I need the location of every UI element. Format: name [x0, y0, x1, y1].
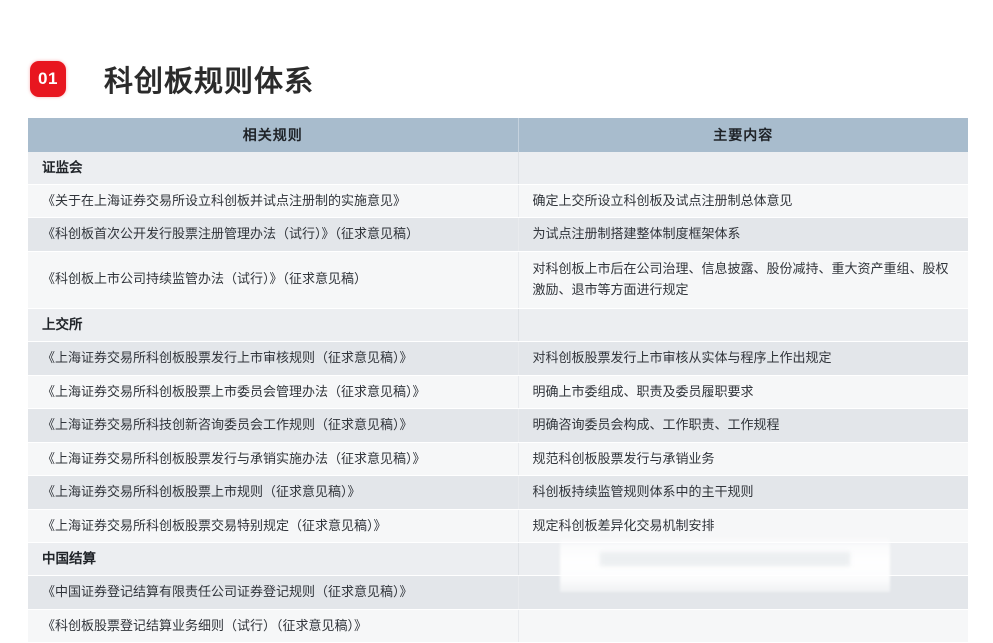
section-label: 证监会 [28, 152, 519, 185]
table-row: 《科创板上市公司持续监管办法（试行）》（征求意见稿） 对科创板上市后在公司治理、信… [28, 251, 968, 310]
rule-content-cell: 规范科创板股票发行与承销业务 [518, 442, 968, 477]
rule-content-cell: 明确咨询委员会构成、工作职责、工作规程 [518, 408, 968, 443]
rule-name-cell: 《上海证券交易所科创板股票发行与承销实施办法（征求意见稿）》 [28, 442, 519, 477]
rule-name-cell: 《关于在上海证券交易所设立科创板并试点注册制的实施意见》 [28, 184, 519, 219]
table-row: 《上海证券交易所科创板股票上市委员会管理办法（征求意见稿）》 明确上市委组成、职责… [28, 375, 968, 410]
rule-content-cell: 对科创板上市后在公司治理、信息披露、股份减持、重大资产重组、股权激励、退市等方面… [518, 251, 968, 310]
rule-content-cell [518, 575, 968, 610]
section-label: 中国结算 [28, 542, 519, 577]
rule-name-cell: 《上海证券交易所科创板股票上市规则（征求意见稿）》 [28, 475, 519, 510]
rule-content-cell: 明确上市委组成、职责及委员履职要求 [518, 375, 968, 410]
table-row: 《中国证券登记结算有限责任公司证券登记规则（征求意见稿）》 [28, 575, 968, 610]
column-header-content: 主要内容 [518, 118, 968, 152]
rule-content-cell: 规定科创板差异化交易机制安排 [518, 509, 968, 544]
section-number-badge: 01 [30, 61, 66, 97]
table-row: 《上海证券交易所科技创新咨询委员会工作规则（征求意见稿）》 明确咨询委员会构成、工… [28, 408, 968, 443]
rule-name-cell: 《上海证券交易所科创板股票发行上市审核规则（征求意见稿）》 [28, 341, 519, 376]
section-spacer-cell [518, 542, 968, 577]
rule-name-cell: 《上海证券交易所科技创新咨询委员会工作规则（征求意见稿）》 [28, 408, 519, 443]
rule-name-cell: 《上海证券交易所科创板股票交易特别规定（征求意见稿）》 [28, 509, 519, 544]
rule-name-cell: 《科创板股票登记结算业务细则（试行）（征求意见稿）》 [28, 609, 519, 643]
table-row: 《上海证券交易所科创板股票发行上市审核规则（征求意见稿）》 对科创板股票发行上市审… [28, 341, 968, 376]
table-body: 证监会 《关于在上海证券交易所设立科创板并试点注册制的实施意见》 确定上交所设立科创… [28, 152, 968, 643]
table-row: 《上海证券交易所科创板股票交易特别规定（征求意见稿）》 规定科创板差异化交易机制安… [28, 509, 968, 544]
rules-table-container: 相关规则 主要内容 证监会 《关于在上海证券交易所设立科创板并试点注册制的实施意见… [28, 118, 968, 643]
rules-table: 相关规则 主要内容 证监会 《关于在上海证券交易所设立科创板并试点注册制的实施意见… [28, 118, 968, 643]
table-row: 《科创板首次公开发行股票注册管理办法（试行）》（征求意见稿） 为试点注册制搭建整体… [28, 217, 968, 252]
table-header: 相关规则 主要内容 [28, 118, 968, 152]
section-spacer-cell [518, 152, 968, 185]
rule-name-cell: 《上海证券交易所科创板股票上市委员会管理办法（征求意见稿）》 [28, 375, 519, 410]
rule-content-cell: 科创板持续监管规则体系中的主干规则 [518, 475, 968, 510]
slide-heading: 01 科创板规则体系 [30, 58, 314, 100]
page-title: 科创板规则体系 [104, 66, 315, 98]
section-label: 上交所 [28, 308, 519, 343]
rule-content-cell: 确定上交所设立科创板及试点注册制总体意见 [518, 184, 968, 219]
section-spacer-cell [518, 308, 968, 343]
table-section-row: 上交所 [28, 308, 968, 343]
table-section-row: 证监会 [28, 152, 968, 185]
table-row: 《上海证券交易所科创板股票发行与承销实施办法（征求意见稿）》 规范科创板股票发行与… [28, 442, 968, 477]
rule-name-cell: 《科创板上市公司持续监管办法（试行）》（征求意见稿） [28, 251, 519, 310]
table-section-row: 中国结算 [28, 542, 968, 577]
table-header-row: 相关规则 主要内容 [28, 118, 968, 152]
table-row: 《科创板股票登记结算业务细则（试行）（征求意见稿）》 [28, 609, 968, 643]
table-row: 《关于在上海证券交易所设立科创板并试点注册制的实施意见》 确定上交所设立科创板及试… [28, 184, 968, 219]
rule-content-cell: 为试点注册制搭建整体制度框架体系 [518, 217, 968, 252]
rule-name-cell: 《科创板首次公开发行股票注册管理办法（试行）》（征求意见稿） [28, 217, 519, 252]
rule-name-cell: 《中国证券登记结算有限责任公司证券登记规则（征求意见稿）》 [28, 575, 519, 610]
rule-content-cell: 对科创板股票发行上市审核从实体与程序上作出规定 [518, 341, 968, 376]
rule-content-cell [518, 609, 968, 643]
column-header-rule: 相关规则 [28, 118, 519, 152]
table-row: 《上海证券交易所科创板股票上市规则（征求意见稿）》 科创板持续监管规则体系中的主干… [28, 475, 968, 510]
